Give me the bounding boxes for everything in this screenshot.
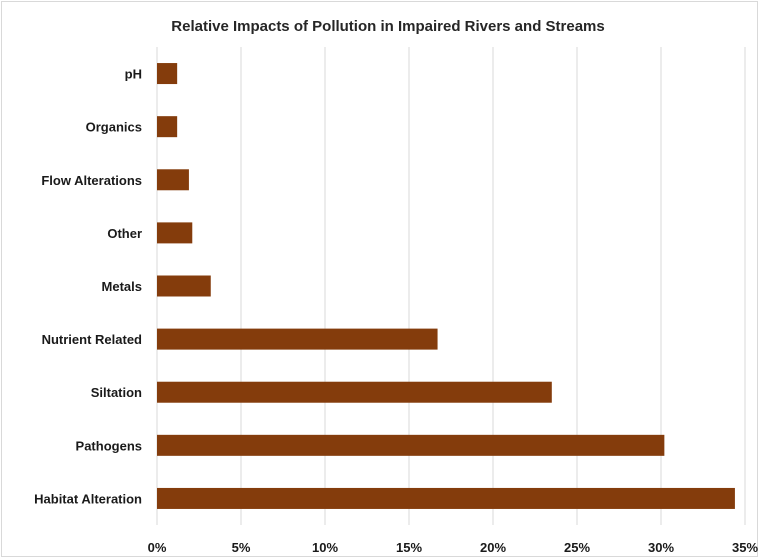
category-label: Habitat Alteration: [34, 491, 142, 506]
bars: [157, 63, 735, 509]
x-tick-label: 5%: [232, 540, 251, 555]
category-label: pH: [125, 67, 142, 82]
bar: [157, 222, 193, 244]
bar: [157, 381, 552, 403]
bar: [157, 275, 211, 297]
bar: [157, 487, 735, 509]
category-labels: pH Organics Flow Alterations Other Metals Nut…: [34, 67, 142, 507]
bar: [157, 434, 665, 456]
x-tick-label: 20%: [480, 540, 506, 555]
category-label: Flow Alterations: [41, 173, 142, 188]
chart-title: Relative Impacts of Pollution in Impaire…: [171, 18, 604, 35]
bar: [157, 328, 438, 350]
bar: [157, 169, 189, 191]
bar: [157, 116, 178, 138]
x-tick-label: 30%: [648, 540, 674, 555]
category-label: Other: [107, 226, 142, 241]
category-label: Siltation: [91, 385, 142, 400]
x-tick-label: 25%: [564, 540, 590, 555]
bar: [157, 63, 178, 85]
x-tick-label: 35%: [732, 540, 758, 555]
category-label: Nutrient Related: [42, 332, 142, 347]
x-tick-label: 15%: [396, 540, 422, 555]
x-tick-labels: 0% 5% 10% 15% 20% 25% 30% 35%: [148, 540, 759, 555]
category-label: Organics: [86, 120, 142, 135]
category-label: Metals: [102, 279, 142, 294]
x-tick-label: 0%: [148, 540, 167, 555]
x-tick-label: 10%: [312, 540, 338, 555]
category-label: Pathogens: [76, 438, 142, 453]
